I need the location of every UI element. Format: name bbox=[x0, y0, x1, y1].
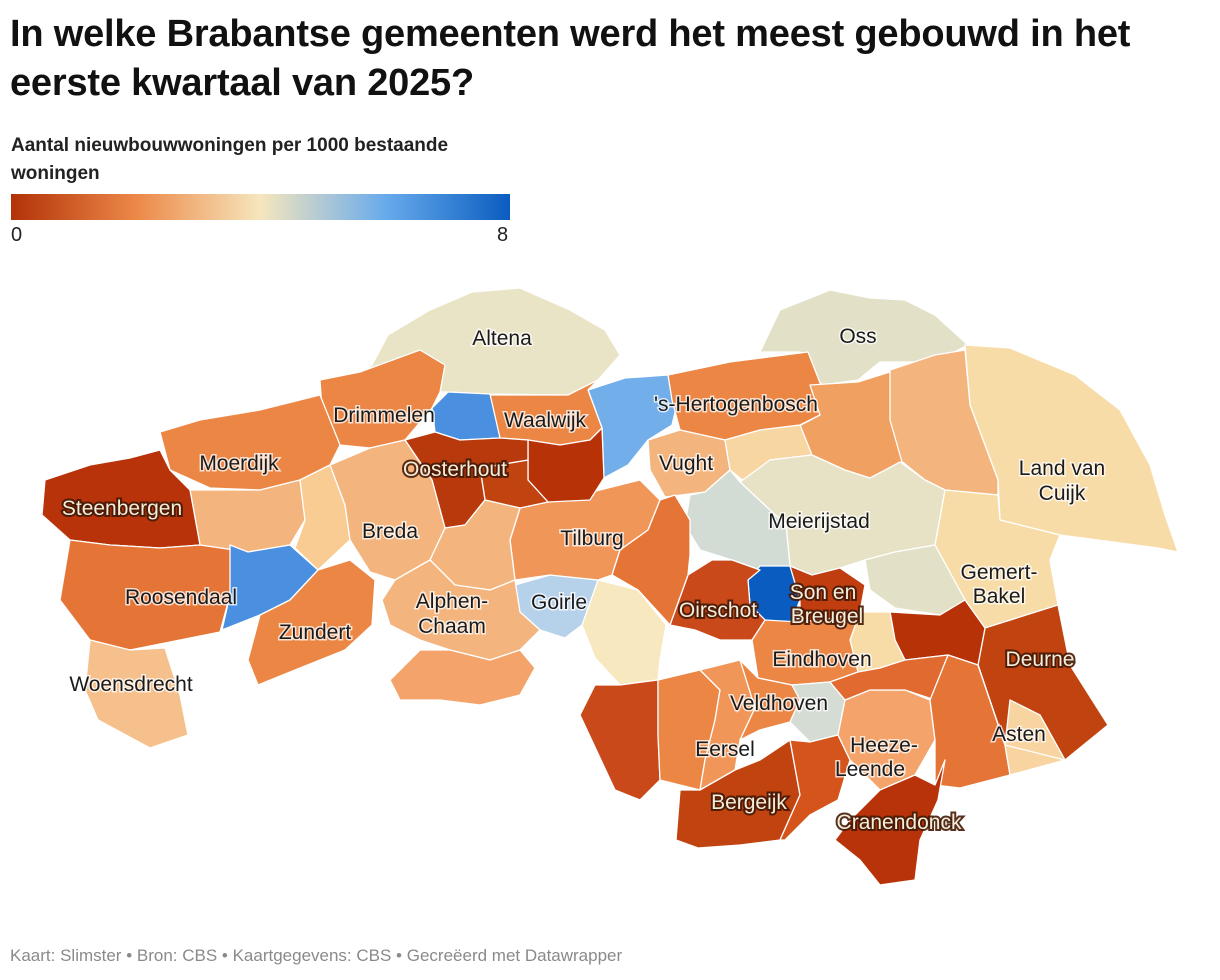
label-meierijstad: Meierijstad bbox=[768, 510, 870, 533]
label-roosendaal: Roosendaal bbox=[125, 586, 237, 609]
label-veldhoven: Veldhoven bbox=[730, 692, 828, 715]
label-oirschot: Oirschot bbox=[679, 599, 757, 622]
label-land-van-cuijk-1: Land van bbox=[1019, 457, 1105, 480]
label-waalwijk: Waalwijk bbox=[504, 409, 587, 432]
label-alphen-chaam-1: Alphen- bbox=[416, 590, 488, 613]
chart-title: In welke Brabantse gemeenten werd het me… bbox=[10, 13, 1131, 104]
label-breda: Breda bbox=[362, 520, 418, 543]
label-bergeijk: Bergeijk bbox=[711, 791, 787, 814]
label-son-en-breugel-2: Breugel bbox=[791, 605, 863, 628]
label-cranendonck: Cranendonck bbox=[837, 811, 962, 834]
region-oirschot[interactable] bbox=[669, 559, 766, 641]
legend-max-label: 8 bbox=[497, 224, 509, 246]
label-eindhoven: Eindhoven bbox=[772, 648, 871, 671]
label-deurne: Deurne bbox=[1006, 648, 1075, 671]
legend-min-label: 0 bbox=[11, 224, 23, 246]
region-woensdrecht[interactable] bbox=[84, 639, 189, 749]
region-zundert[interactable] bbox=[247, 559, 376, 686]
label-steenbergen: Steenbergen bbox=[62, 497, 182, 520]
region-alphen-chaam[interactable] bbox=[381, 559, 541, 661]
label-woensdrecht: Woensdrecht bbox=[69, 673, 193, 696]
region-steenbergen[interactable] bbox=[41, 449, 201, 549]
label-gemert-bakel-1: Gemert- bbox=[960, 561, 1037, 584]
label-vught: Vught bbox=[659, 452, 713, 475]
region-cranendonck[interactable] bbox=[834, 759, 946, 886]
label-asten: Asten bbox=[992, 723, 1046, 746]
label-heeze-leende-1: Heeze- bbox=[850, 734, 918, 757]
label-land-van-cuijk-2: Cuijk bbox=[1039, 482, 1086, 505]
region-roosendaal[interactable] bbox=[59, 539, 249, 651]
region-geldrop-south[interactable] bbox=[829, 654, 949, 701]
label-drimmelen: Drimmelen bbox=[333, 404, 435, 427]
region-reusel[interactable] bbox=[579, 679, 661, 801]
label-zundert: Zundert bbox=[279, 621, 352, 644]
label-tilburg: Tilburg bbox=[560, 527, 623, 550]
label-altena: Altena bbox=[472, 327, 532, 350]
label-oosterhout: Oosterhout bbox=[403, 458, 507, 481]
brabant-map: Altena Oss Drimmelen Waalwijk 's-Hertoge… bbox=[41, 287, 1179, 886]
region-baarle-nassau[interactable] bbox=[389, 649, 536, 706]
label-oss: Oss bbox=[839, 325, 876, 348]
label-hertogenbosch: 's-Hertogenbosch bbox=[654, 393, 818, 416]
label-alphen-chaam-2: Chaam bbox=[418, 615, 486, 638]
region-drimmelen[interactable] bbox=[319, 349, 446, 449]
region-asten[interactable] bbox=[977, 664, 1066, 776]
footer-credits: Kaart: Slimster • Bron: CBS • Kaartgegev… bbox=[10, 946, 623, 965]
region-valkenswaard[interactable] bbox=[779, 734, 851, 841]
region-oisterwijk[interactable] bbox=[611, 494, 691, 626]
label-eersel: Eersel bbox=[695, 738, 755, 761]
region-geertruidenberg[interactable] bbox=[431, 391, 501, 441]
label-heeze-leende-2: Leende bbox=[835, 758, 905, 781]
region-halderberge[interactable] bbox=[189, 479, 306, 553]
label-gemert-bakel-2: Bakel bbox=[973, 585, 1026, 608]
legend-title: Aantal nieuwbouwwoningen per 1000 bestaa… bbox=[11, 135, 449, 184]
label-moerdijk: Moerdijk bbox=[199, 452, 279, 475]
label-son-en-breugel-1: Son en bbox=[790, 581, 857, 604]
label-goirle: Goirle bbox=[531, 591, 587, 614]
legend-color-bar bbox=[11, 194, 510, 220]
